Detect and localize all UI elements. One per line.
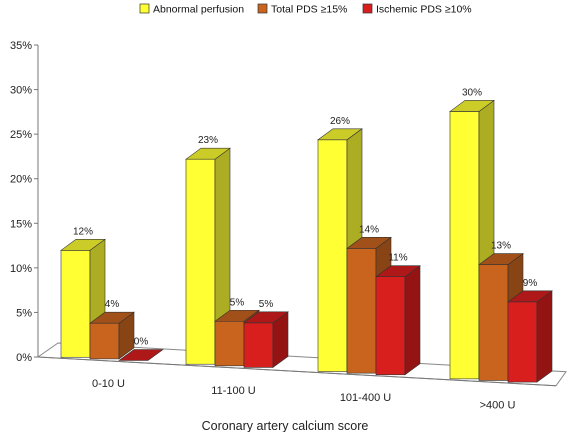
bar-front [317,139,348,372]
x-axis-line [37,356,557,387]
bar-top [478,253,524,265]
bar [375,265,421,376]
bar [89,311,135,360]
y-axis: 0% 5% 10% 15% 20% 25% 30% 35% [10,40,39,364]
bar-value-label: 26% [330,116,350,127]
legend: Abnormal perfusion Total PDS ≥15% Ischemic… [139,3,472,16]
bar-front [60,250,91,358]
y-tick-label: 35% [10,40,32,52]
bar-front [185,158,216,365]
bars [60,99,553,383]
bar [185,147,231,365]
bar-top [346,237,392,249]
bar-top [375,265,421,278]
legend-swatch [257,3,268,14]
bar-value-label: 0% [134,336,149,347]
x-axis-label: Coronary artery calcium score [202,419,369,432]
bar-top [317,128,363,141]
bar-front [507,301,538,383]
bar-top [214,309,260,322]
bar-side [404,265,421,376]
x-category-label: >400 U [480,400,516,412]
y-tick-label: 0% [16,352,32,364]
bar-top [89,311,135,324]
bar-value-label: 11% [388,253,407,264]
legend-swatch [362,3,373,14]
bar [243,311,289,369]
legend-item: Total PDS ≥15% [257,3,347,16]
bar-value-label: 5% [230,297,245,308]
x-axis-categories: 0-10 U 11-100 U 101-400 U >400 U [92,378,515,412]
bar-value-label: 4% [105,299,120,310]
x-category-label: 101-400 U [340,392,391,404]
legend-swatch [139,3,150,14]
bar-value-label: 14% [359,224,379,235]
bar-top [118,349,164,361]
bar-top [449,100,495,112]
legend-label: Abnormal perfusion [153,4,244,16]
bar-front [375,276,406,376]
bar-value-label: 13% [491,241,511,252]
legend-item: Abnormal perfusion [139,3,244,16]
bar-value-label: 23% [198,135,218,146]
chart-floor [36,342,567,387]
legend-label: Ischemic PDS ≥10% [376,4,472,16]
bar-top [60,239,106,251]
bar [507,290,553,383]
legend-item: Ischemic PDS ≥10% [362,3,472,16]
bar-top [507,290,553,303]
legend-label: Total PDS ≥15% [271,4,347,16]
x-category-label: 0-10 U [92,378,125,390]
bar-value-label: 5% [259,299,274,310]
bar-front [449,111,480,380]
bar [118,349,164,361]
bar-front [243,322,274,368]
bar-value-label: 12% [73,226,93,237]
y-tick-label: 10% [10,263,32,275]
bar-top [185,147,231,160]
data-labels: 12% 4% 0% 23% 5% 5% 26% 14% 11% 30% 13% 9% [73,87,537,347]
y-tick-label: 5% [16,307,32,319]
bar-value-label: 30% [462,87,482,98]
bar-front [478,264,509,381]
bar-top [243,311,289,324]
y-tick-label: 25% [10,129,32,141]
y-tick-label: 15% [10,218,32,230]
bar-front [214,320,245,367]
x-category-label: 11-100 U [211,385,255,397]
bar-value-label: 9% [523,278,538,289]
bar-front [346,248,377,374]
bar-front [89,322,120,360]
y-tick-label: 30% [10,85,32,97]
y-tick-label: 20% [10,174,32,186]
bar-side [536,290,553,383]
